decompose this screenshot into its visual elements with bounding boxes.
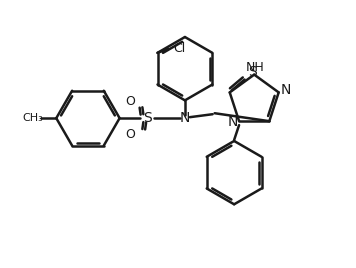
Text: NH: NH — [246, 61, 265, 74]
Text: N: N — [281, 83, 291, 98]
Text: CH₃: CH₃ — [22, 113, 43, 123]
Text: O: O — [126, 95, 135, 108]
Text: Cl: Cl — [173, 42, 185, 55]
Text: O: O — [126, 128, 135, 142]
Text: S: S — [248, 65, 257, 79]
Text: S: S — [143, 111, 152, 125]
Text: N: N — [180, 111, 190, 125]
Text: N: N — [228, 115, 238, 129]
